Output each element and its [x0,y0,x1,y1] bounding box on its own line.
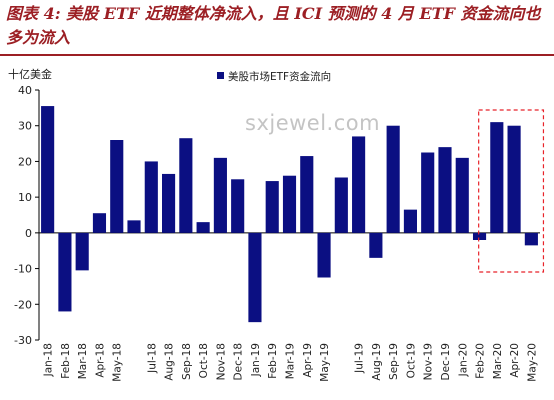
x-tick-label: May-20 [526,343,538,382]
y-tick-label: 20 [18,155,32,168]
bar-Jul-18 [144,161,158,233]
x-tick-label: Jan-18 [43,343,55,377]
y-tick-label: 10 [18,191,32,204]
bar-May-20 [524,232,538,246]
x-tick-label: Oct-18 [198,343,210,378]
bar-Sep-19 [386,125,400,233]
bar-Apr-18 [92,213,107,233]
x-tick-label: Mar-19 [285,343,297,379]
x-tick-label: Sep-19 [388,343,400,380]
x-tick-label: Apr-20 [509,343,521,378]
bar-Jun-19 [334,177,348,233]
y-tick-label: 30 [18,120,32,133]
x-tick-label: Feb-18 [60,343,72,379]
bar-Nov-18 [213,157,227,233]
x-tick-label: May-18 [112,343,124,382]
x-tick-label: Sep-18 [181,343,193,380]
x-tick-label: Nov-19 [423,343,435,380]
bar-Mar-19 [282,175,297,233]
x-tick-label: Jan-20 [457,343,469,377]
bar-Dec-18 [231,179,245,233]
bar-May-18 [110,140,124,233]
figure-title: 图表 4: 美股 ETF 近期整体净流入，且 ICI 预测的 4 月 ETF 资… [6,4,541,47]
x-tick-label: Mar-18 [77,343,89,379]
x-tick-label: Aug-19 [371,343,383,381]
bar-Dec-19 [438,147,452,233]
x-tick-label: Feb-20 [475,343,487,379]
bar-Aug-19 [369,232,383,258]
x-tick-label: Jul-18 [146,343,158,374]
bar-Nov-19 [421,152,435,233]
x-tick-label: Feb-19 [267,343,279,379]
bar-Jan-19 [248,232,262,323]
bar-Oct-19 [403,209,417,233]
highlight-box [478,109,545,273]
y-axis-unit-label: 十亿美金 [8,68,52,81]
bar-Jan-20 [455,157,469,233]
x-tick-label: Jan-19 [250,343,262,377]
x-tick-label: Dec-18 [233,343,245,380]
title-rule [0,54,554,56]
y-tick-label: -20 [14,298,32,311]
bar-Sep-18 [179,138,193,233]
x-tick-label: Aug-18 [164,343,176,381]
bar-Jul-19 [352,136,366,233]
y-tick-label: 0 [25,227,32,240]
x-tick-label: Dec-19 [440,343,452,380]
bar-Mar-20 [490,122,504,233]
y-tick-label: 40 [18,84,32,97]
x-tick-label: Mar-20 [492,343,504,379]
y-tick-label: -30 [14,334,32,347]
x-tick-label: Oct-19 [405,343,417,378]
bar-Jun-18 [127,220,141,233]
bar-Aug-18 [162,173,176,233]
watermark: sxjewel.com [245,111,381,135]
x-tick-label: Apr-18 [94,343,106,378]
bar-Feb-20 [472,232,487,240]
bar-Jan-18 [41,106,55,233]
x-tick-label: May-19 [319,343,331,382]
x-tick-label: Apr-19 [302,343,314,378]
x-tick-label: Jul-19 [354,343,366,374]
legend-swatch [217,72,224,79]
bar-Feb-19 [265,181,279,233]
bar-Apr-20 [507,125,521,233]
y-tick-label: -10 [14,263,32,276]
bar-Oct-18 [196,222,210,233]
bar-May-19 [317,232,331,278]
bar-Mar-18 [75,232,89,271]
x-tick-label: Nov-18 [215,343,227,380]
legend-label: 美股市场ETF资金流向 [228,70,331,83]
bar-Apr-19 [300,156,314,233]
bar-Feb-18 [58,232,72,312]
